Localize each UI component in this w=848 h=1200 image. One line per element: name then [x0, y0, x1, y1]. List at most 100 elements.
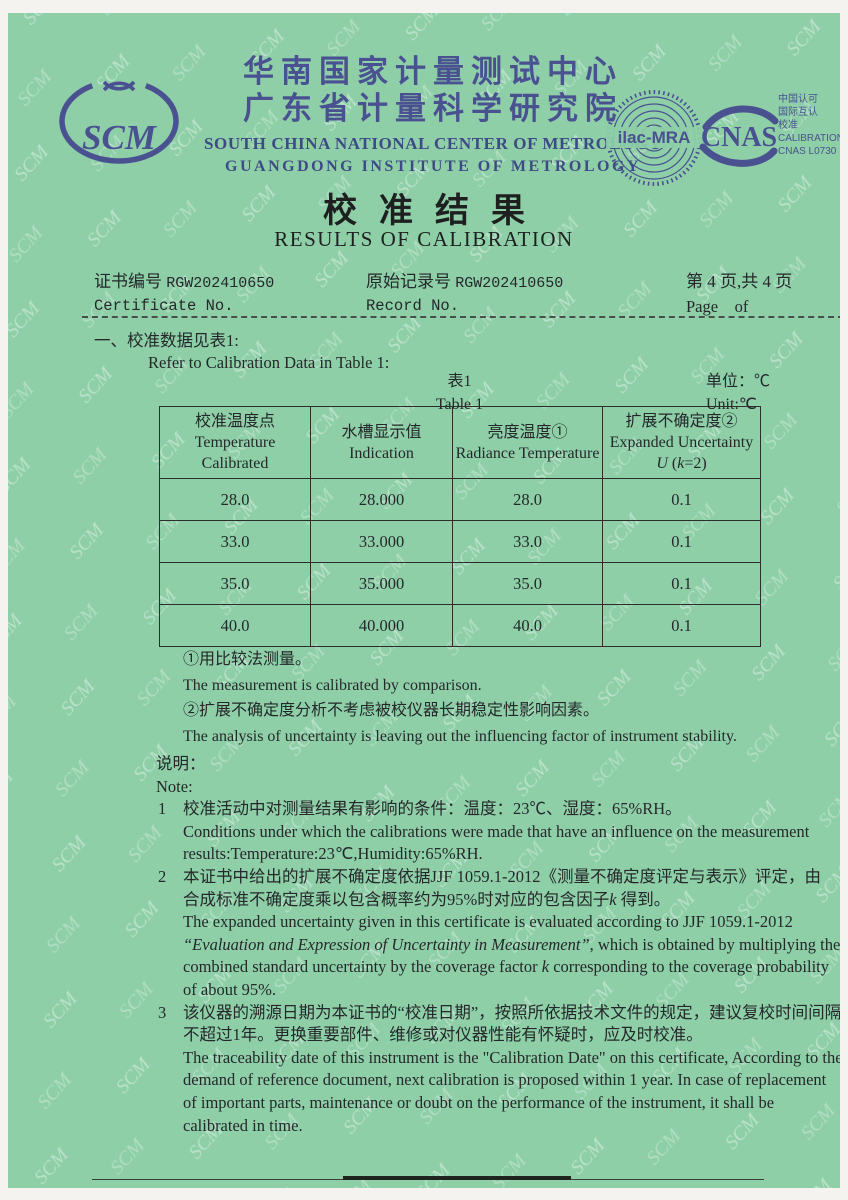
notes-heading-en: Note:	[156, 776, 193, 796]
note-line: demand of reference document, next calib…	[183, 1070, 827, 1090]
section-heading-zh: 一、校准数据见表1:	[94, 331, 239, 350]
institute-name-zh-1: 华南国家计量测试中心	[243, 54, 623, 89]
cell: 35.000	[310, 562, 453, 605]
note-line: The traceability date of this instrument…	[183, 1047, 840, 1067]
footnote-1-zh: ①用比较法测量。	[183, 651, 312, 668]
cell: 28.0	[159, 478, 311, 521]
cell: 40.0	[159, 604, 311, 647]
table-caption-zh: 表1	[447, 373, 472, 390]
cnas-side-line: 国际互认	[778, 107, 818, 118]
institute-name-en-1: SOUTH CHINA NATIONAL CENTER OF METROLOGY	[203, 134, 663, 153]
certificate-no-value: RGW202410650	[166, 275, 275, 292]
page-number-block: 第 4 页,共 4 页 Page of	[686, 267, 792, 317]
footnote-2-en: The analysis of uncertainty is leaving o…	[183, 727, 737, 745]
calibration-data-table: 校准温度点 Temperature Calibrated 水槽显示值 Indic…	[159, 406, 761, 647]
cell: 33.0	[452, 520, 603, 563]
header-en: Temperature	[194, 434, 276, 451]
certificate-page: SCM SCM SCM 华南国家计量测试中心 广东省计量科学研究院 SOUTH …	[8, 13, 840, 1188]
header-uk: U (k=2)	[656, 455, 707, 472]
col-header-radiance-temperature: 亮度温度① Radiance Temperature	[452, 406, 603, 479]
header-zh: 扩展不确定度②	[625, 413, 738, 430]
svg-text:ilac-MRA: ilac-MRA	[618, 128, 691, 147]
svg-text:SCM: SCM	[82, 118, 158, 157]
note-line: results:Temperature:23℃,Humidity:65%RH.	[183, 844, 483, 864]
ilac-mra-logo-icon: ilac-MRA	[606, 90, 702, 186]
page-number-en: Page of	[686, 297, 749, 316]
note-item-1: 1 校准活动中对测量结果有影响的条件：温度：23℃、湿度：65%RH。 Cond…	[156, 798, 828, 866]
cell: 33.0	[159, 520, 311, 563]
notes-section: 说明： Note: 1 校准活动中对测量结果有影响的条件：温度：23℃、湿度：6…	[156, 753, 840, 1138]
footer-divider-thick-segment	[343, 1176, 571, 1180]
cnas-accreditation-text: 中国认可 国际互认 校准 CALIBRATION CNAS L0730	[778, 93, 840, 158]
note-line: 不超过1年。更换重要部件、维修或对仪器性能有怀疑时，应及时校准。	[183, 1025, 703, 1045]
table-row: 35.0 35.000 35.0 0.1	[159, 562, 761, 605]
note-item-2: 2 本证书中给出的扩展不确定度依据JJF 1059.1-2012《测量不确定度评…	[156, 866, 840, 1002]
header-zh: 亮度温度①	[487, 423, 568, 441]
note-line: 该仪器的溯源日期为本证书的“校准日期”，按照所依据技术文件的规定，建议复校时间间…	[183, 1002, 840, 1022]
record-no-label-zh: 原始记录号	[366, 272, 451, 291]
header-en: Radiance Temperature	[455, 444, 600, 462]
cnas-side-line: 校准	[778, 120, 798, 131]
note-number: 3	[158, 1002, 167, 1022]
note-line: “Evaluation and Expression of Uncertaint…	[183, 934, 840, 954]
certificate-no-label-zh: 证书编号	[94, 272, 162, 291]
cell: 0.1	[602, 478, 761, 521]
institute-name-block: 华南国家计量测试中心 广东省计量科学研究院 SOUTH CHINA NATION…	[190, 53, 676, 176]
note-line: The expanded uncertainty given in this c…	[183, 912, 793, 932]
certificate-no-block: 证书编号 RGW202410650 Certificate No.	[94, 267, 274, 315]
table-footnotes: ①用比较法测量。 The measurement is calibrated b…	[183, 647, 737, 749]
note-number: 2	[158, 866, 167, 886]
cell: 0.1	[602, 604, 761, 647]
header-en: Indication	[349, 444, 414, 462]
cnas-side-line: CALIBRATION	[778, 133, 840, 144]
cell: 28.0	[452, 478, 603, 521]
cell: 40.0	[452, 604, 603, 647]
note-number: 1	[158, 799, 167, 819]
header-en: Expanded Uncertainty	[609, 434, 754, 451]
cell: 0.1	[602, 520, 761, 563]
col-header-temperature: 校准温度点 Temperature Calibrated	[159, 406, 311, 479]
table-row: 28.0 28.000 28.0 0.1	[159, 478, 761, 521]
notes-heading-zh: 说明：	[156, 754, 206, 773]
note-line: of about 95%.	[183, 979, 277, 999]
header-zh: 校准温度点	[194, 413, 275, 430]
cell: 0.1	[602, 562, 761, 605]
cell: 28.000	[310, 478, 453, 521]
note-item-3: 3 该仪器的溯源日期为本证书的“校准日期”，按照所依据技术文件的规定，建议复校时…	[156, 1002, 840, 1138]
cell: 40.000	[310, 604, 453, 647]
cnas-logo-icon: CNAS	[699, 105, 779, 167]
cell: 33.000	[310, 520, 453, 563]
record-no-line: 原始记录号 RGW202410650	[366, 267, 563, 292]
institute-name-zh-2: 广东省计量科学研究院	[243, 91, 623, 126]
note-line: Conditions under which the calibrations …	[183, 821, 810, 841]
scm-logo-icon: SCM	[59, 80, 179, 164]
svg-text:CNAS: CNAS	[701, 122, 777, 153]
col-header-indication: 水槽显示值 Indication	[310, 406, 453, 479]
footnote-1-en: The measurement is calibrated by compari…	[183, 676, 482, 694]
certificate-no-line: 证书编号 RGW202410650	[94, 267, 274, 292]
note-line: of important parts, maintenance or doubt…	[183, 1092, 775, 1112]
cell: 35.0	[159, 562, 311, 605]
header-zh: 水槽显示值	[341, 423, 422, 441]
note-line: 本证书中给出的扩展不确定度依据JJF 1059.1-2012《测量不确定度评定与…	[183, 866, 822, 886]
table-row: 33.0 33.000 33.0 0.1	[159, 520, 761, 563]
cell: 35.0	[452, 562, 603, 605]
note-line: calibrated in time.	[183, 1115, 303, 1135]
note-line: combined standard uncertainty by the cov…	[183, 957, 830, 977]
table-row: 40.0 40.000 40.0 0.1	[159, 604, 761, 647]
header-en: Calibrated	[201, 455, 269, 472]
document-title-en: RESULTS OF CALIBRATION	[274, 227, 574, 251]
col-header-expanded-uncertainty: 扩展不确定度② Expanded Uncertainty U (k=2)	[602, 406, 761, 479]
document-title-zh: 校准结果	[323, 193, 547, 230]
institute-name-en-2: GUANGDONG INSTITUTE OF METROLOGY	[225, 158, 641, 175]
table-unit-zh: 单位：℃	[706, 373, 771, 390]
footnote-2-zh: ②扩展不确定度分析不考虑被校仪器长期稳定性影响因素。	[183, 702, 600, 719]
certificate-no-label-en: Certificate No.	[94, 297, 234, 315]
cnas-side-line: CNAS L0730	[778, 146, 837, 157]
dashed-divider	[82, 316, 840, 318]
page-number-zh: 第 4 页,共 4 页	[686, 272, 793, 291]
record-no-label-en: Record No.	[366, 297, 460, 315]
cnas-side-line: 中国认可	[778, 94, 818, 105]
record-no-value: RGW202410650	[455, 275, 564, 292]
